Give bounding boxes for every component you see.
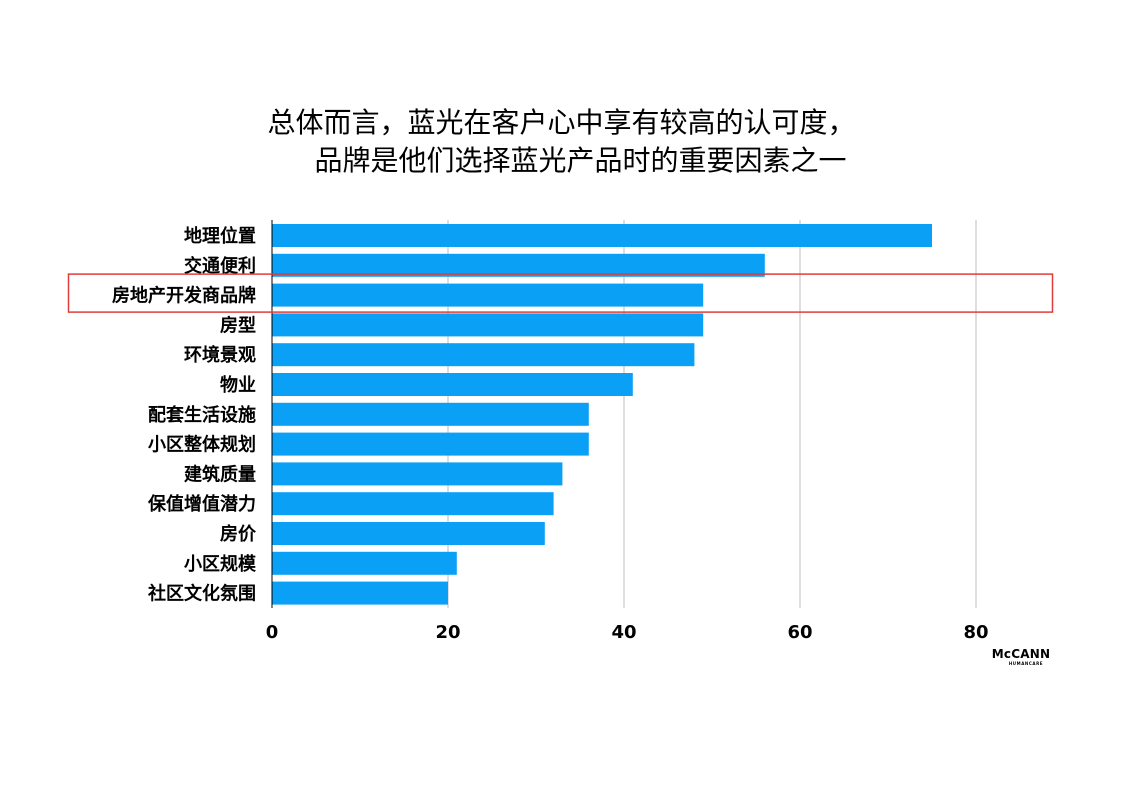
x-tick-label-80: 80 — [963, 622, 988, 643]
x-tick-label-20: 20 — [435, 622, 460, 643]
bar-3 — [272, 313, 704, 337]
category-label-7: 小区整体规划 — [148, 434, 256, 456]
x-tick-label-40: 40 — [611, 622, 636, 643]
category-label-5: 物业 — [220, 374, 256, 396]
highlight-box — [67, 273, 1054, 313]
category-label-4: 环境景观 — [184, 344, 256, 366]
bar-6 — [272, 402, 589, 426]
category-label-12: 社区文化氛围 — [148, 583, 256, 605]
bar-12 — [272, 581, 448, 605]
bar-8 — [272, 462, 563, 486]
bar-1 — [272, 253, 765, 277]
bar-0 — [272, 224, 932, 247]
category-label-2: 房地产开发商品牌 — [112, 285, 256, 307]
category-label-1: 交通便利 — [184, 255, 256, 277]
category-label-8: 建筑质量 — [184, 463, 256, 485]
category-label-3: 房型 — [220, 314, 256, 336]
bar-10 — [272, 522, 545, 545]
category-label-9: 保值增值潜力 — [147, 493, 256, 515]
logo-sub-text: HUMANCARE — [1008, 661, 1044, 666]
x-tick-label-0: 0 — [266, 622, 279, 643]
category-label-0: 地理位置 — [184, 225, 256, 247]
category-label-6: 配套生活设施 — [148, 404, 256, 426]
logo-main-text: McCANN — [991, 647, 1051, 661]
category-label-10: 房价 — [220, 523, 257, 545]
mccann-logo: McCANN HUMANCARE — [988, 647, 1054, 667]
bar-4 — [272, 343, 695, 367]
chart-title: 总体而言，蓝光在客户心中享有较高的认可度， 品牌是他们选择蓝光产品时的重要因素之… — [0, 104, 1123, 180]
category-label-11: 小区规模 — [184, 553, 257, 575]
bar-7 — [272, 432, 589, 456]
bar-5 — [272, 373, 633, 396]
bar-2 — [272, 283, 704, 307]
bar-11 — [272, 551, 457, 575]
bar-9 — [272, 492, 554, 516]
x-tick-label-60: 60 — [787, 622, 812, 643]
chart-title-line-2: 品牌是他们选择蓝光产品时的重要因素之一 — [314, 144, 847, 177]
chart-title-line-1: 总体而言，蓝光在客户心中享有较高的认可度， — [267, 106, 856, 139]
